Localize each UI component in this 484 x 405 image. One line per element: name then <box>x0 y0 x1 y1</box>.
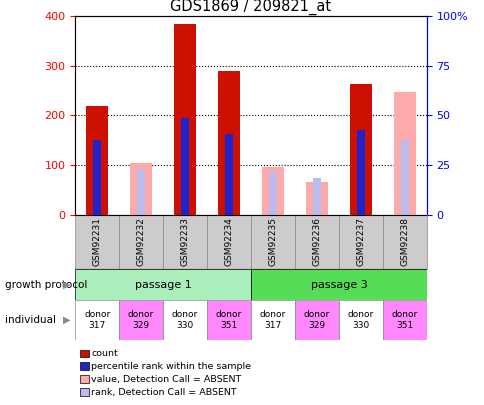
Bar <box>218 71 240 215</box>
Bar <box>207 215 251 269</box>
Text: donor
351: donor 351 <box>391 310 417 330</box>
Text: donor
330: donor 330 <box>172 310 198 330</box>
Bar <box>313 179 320 215</box>
Text: donor
329: donor 329 <box>303 310 329 330</box>
Bar <box>251 215 294 269</box>
Bar <box>400 140 408 215</box>
Bar <box>86 106 108 215</box>
Bar <box>269 173 276 215</box>
Bar <box>174 23 196 215</box>
Bar <box>261 166 283 215</box>
Bar <box>75 269 251 300</box>
Title: GDS1869 / 209821_at: GDS1869 / 209821_at <box>170 0 331 15</box>
Text: ▶: ▶ <box>63 279 70 290</box>
Text: passage 3: passage 3 <box>310 279 366 290</box>
Bar <box>130 163 152 215</box>
Bar <box>225 134 232 215</box>
Bar <box>75 300 119 340</box>
Bar <box>93 140 101 215</box>
Text: GSM92235: GSM92235 <box>268 217 277 266</box>
Bar <box>163 300 207 340</box>
Bar <box>294 215 338 269</box>
Text: percentile rank within the sample: percentile rank within the sample <box>91 362 251 371</box>
Text: ▶: ▶ <box>63 315 70 325</box>
Bar <box>119 215 163 269</box>
Text: GSM92238: GSM92238 <box>399 217 408 266</box>
Bar <box>305 182 327 215</box>
Text: rank, Detection Call = ABSENT: rank, Detection Call = ABSENT <box>91 388 236 396</box>
Text: passage 1: passage 1 <box>135 279 191 290</box>
Text: GSM92236: GSM92236 <box>312 217 321 266</box>
Bar <box>119 300 163 340</box>
Text: donor
329: donor 329 <box>128 310 154 330</box>
Text: GSM92231: GSM92231 <box>92 217 102 266</box>
Bar <box>382 300 426 340</box>
Text: count: count <box>91 349 118 358</box>
Bar <box>251 300 294 340</box>
Bar <box>181 118 188 215</box>
Text: donor
317: donor 317 <box>259 310 286 330</box>
Bar <box>163 215 207 269</box>
Bar <box>382 215 426 269</box>
Bar <box>393 92 415 215</box>
Bar <box>75 215 119 269</box>
Text: donor
330: donor 330 <box>347 310 373 330</box>
Bar <box>356 130 364 215</box>
Bar <box>294 300 338 340</box>
Bar <box>338 215 382 269</box>
Bar <box>349 84 371 215</box>
Bar <box>207 300 251 340</box>
Text: GSM92237: GSM92237 <box>356 217 364 266</box>
Text: GSM92233: GSM92233 <box>180 217 189 266</box>
Text: growth protocol: growth protocol <box>5 279 87 290</box>
Text: GSM92234: GSM92234 <box>224 217 233 266</box>
Text: donor
351: donor 351 <box>215 310 242 330</box>
Bar <box>251 269 426 300</box>
Bar <box>137 169 145 215</box>
Bar <box>338 300 382 340</box>
Text: GSM92232: GSM92232 <box>136 217 145 266</box>
Text: value, Detection Call = ABSENT: value, Detection Call = ABSENT <box>91 375 241 384</box>
Text: individual: individual <box>5 315 56 325</box>
Text: donor
317: donor 317 <box>84 310 110 330</box>
